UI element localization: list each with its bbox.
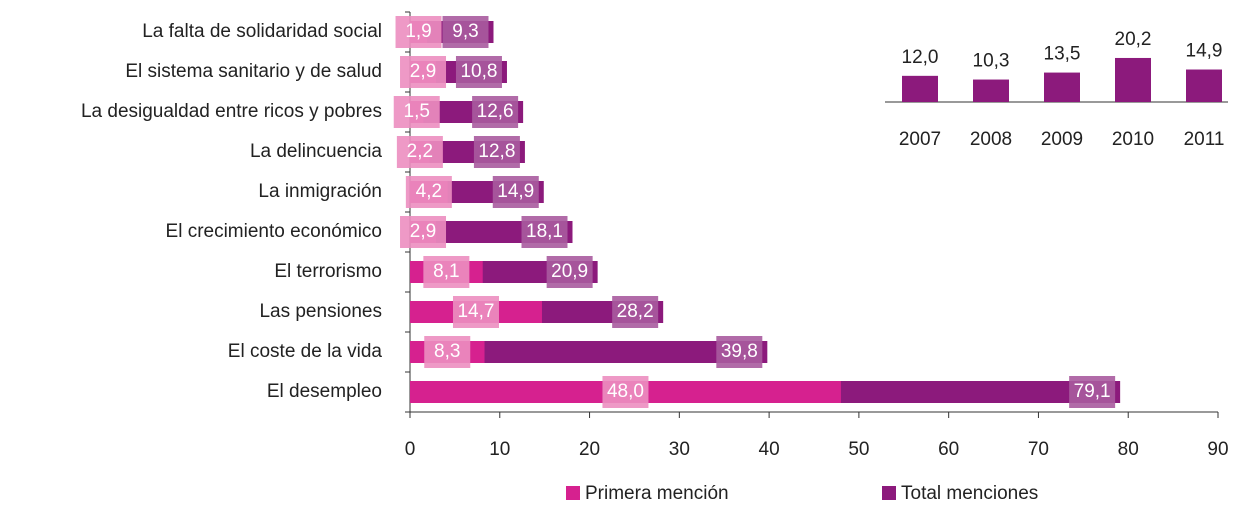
bar bbox=[1115, 57, 1151, 102]
value-label: 4,2 bbox=[416, 181, 442, 202]
value-label: 48,0 bbox=[607, 381, 644, 402]
bar bbox=[902, 75, 938, 102]
value-label: 8,3 bbox=[434, 341, 460, 362]
value-label: 18,1 bbox=[526, 221, 563, 242]
x-tick-label: 20 bbox=[579, 439, 600, 460]
value-label: 12,6 bbox=[477, 101, 514, 122]
x-tick-label: 50 bbox=[848, 439, 869, 460]
category-label: La falta de solidaridad social bbox=[142, 21, 382, 42]
x-tick-label: 70 bbox=[1028, 439, 1049, 460]
x-tick-label: 90 bbox=[1207, 439, 1228, 460]
legend-swatch bbox=[882, 486, 896, 500]
value-label: 8,1 bbox=[433, 261, 459, 282]
bar bbox=[1186, 69, 1222, 102]
category-label: El terrorismo bbox=[274, 261, 382, 282]
value-label-box bbox=[521, 216, 568, 248]
value-label-box bbox=[1069, 376, 1116, 408]
value-label-box bbox=[400, 56, 447, 88]
value-label: 12,8 bbox=[478, 141, 515, 162]
value-label: 2,2 bbox=[407, 141, 433, 162]
value-label-box bbox=[400, 216, 447, 248]
value-label-box bbox=[423, 256, 470, 288]
x-tick-label: 10 bbox=[489, 439, 510, 460]
value-label-box bbox=[442, 16, 489, 48]
value-label: 12,0 bbox=[902, 47, 939, 68]
category-label: El desempleo bbox=[267, 381, 382, 402]
value-label: 9,3 bbox=[452, 21, 478, 42]
value-label: 39,8 bbox=[721, 341, 758, 362]
value-label: 14,9 bbox=[497, 181, 534, 202]
value-label-box bbox=[472, 96, 519, 128]
x-tick-label: 2011 bbox=[1184, 129, 1225, 150]
value-label-box bbox=[546, 256, 593, 288]
value-label-box bbox=[452, 296, 499, 328]
value-label-box bbox=[455, 56, 502, 88]
value-label: 10,3 bbox=[973, 51, 1010, 72]
x-tick-label: 60 bbox=[938, 439, 959, 460]
value-label-box bbox=[395, 16, 442, 48]
x-tick-label: 0 bbox=[405, 439, 416, 460]
category-label: La inmigración bbox=[258, 181, 382, 202]
category-label: El crecimiento económico bbox=[166, 221, 382, 242]
legend-label: Total menciones bbox=[901, 483, 1038, 504]
value-label: 20,9 bbox=[551, 261, 588, 282]
value-label: 1,9 bbox=[405, 21, 431, 42]
value-label: 79,1 bbox=[1074, 381, 1111, 402]
bar bbox=[410, 341, 768, 363]
category-label: El sistema sanitario y de salud bbox=[125, 61, 382, 82]
legend-swatch bbox=[566, 486, 580, 500]
value-label: 14,9 bbox=[1186, 41, 1223, 62]
x-tick-label: 2007 bbox=[899, 129, 941, 150]
value-label: 28,2 bbox=[617, 301, 654, 322]
x-tick-label: 80 bbox=[1118, 439, 1139, 460]
legend-label: Primera mención bbox=[585, 483, 729, 504]
value-label: 10,8 bbox=[460, 61, 497, 82]
category-label: El coste de la vida bbox=[228, 341, 383, 362]
value-label-box bbox=[602, 376, 649, 408]
value-label-box bbox=[612, 296, 659, 328]
category-label: Las pensiones bbox=[259, 301, 382, 322]
x-tick-label: 2010 bbox=[1112, 129, 1154, 150]
x-tick-label: 2008 bbox=[970, 129, 1012, 150]
category-label: La desigualdad entre ricos y pobres bbox=[81, 101, 382, 122]
value-label: 14,7 bbox=[457, 301, 494, 322]
value-label-box bbox=[405, 176, 452, 208]
value-label: 1,5 bbox=[404, 101, 430, 122]
bar bbox=[1044, 72, 1080, 102]
value-label: 2,9 bbox=[410, 221, 436, 242]
x-tick-label: 2009 bbox=[1041, 129, 1083, 150]
value-label-box bbox=[473, 136, 520, 168]
value-label-box bbox=[716, 336, 763, 368]
value-label-box bbox=[396, 136, 443, 168]
value-label: 20,2 bbox=[1115, 29, 1152, 50]
value-label-box bbox=[492, 176, 539, 208]
category-label: La delincuencia bbox=[250, 141, 382, 162]
value-label-box bbox=[393, 96, 440, 128]
x-tick-label: 30 bbox=[669, 439, 690, 460]
x-tick-label: 40 bbox=[759, 439, 780, 460]
value-label: 2,9 bbox=[410, 61, 436, 82]
value-label: 13,5 bbox=[1044, 44, 1081, 65]
value-label-box bbox=[424, 336, 471, 368]
bar bbox=[973, 79, 1009, 102]
